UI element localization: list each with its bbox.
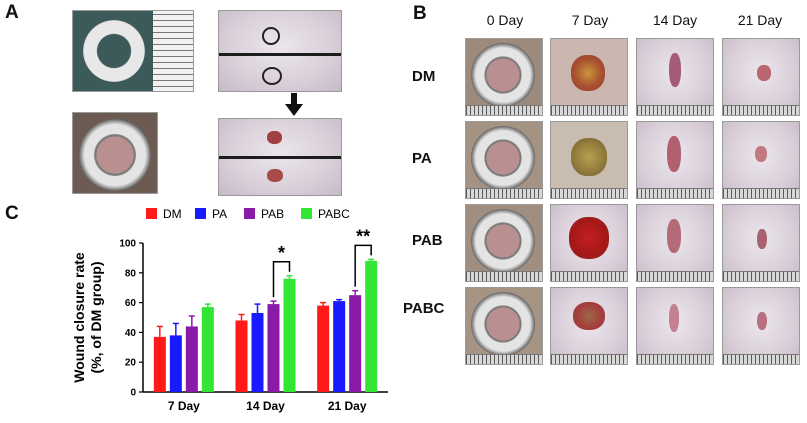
wound (267, 131, 282, 144)
x-tick-label: 21 Day (328, 399, 367, 413)
wound-mark-circle (262, 27, 280, 45)
bar-pab-7day (185, 326, 198, 392)
photo-rat-back-wounds (218, 118, 342, 196)
photo-rat-back-marked (218, 10, 342, 92)
panel-label-a: A (5, 2, 19, 23)
wound-photo-pa-0day (465, 121, 543, 199)
wound-photo-pabc-14day (636, 287, 714, 365)
wound-mark-circle (262, 67, 282, 85)
panel-label-c: C (5, 203, 19, 224)
wound-photo-dm-0day (465, 38, 543, 116)
legend-label-pab: PAB (261, 207, 284, 221)
y-tick-label: 100 (119, 239, 136, 250)
splint-ring (79, 119, 151, 191)
wound-photo-pa-14day (636, 121, 714, 199)
wound-photo-dm-7day (550, 38, 628, 116)
legend-label-pa: PA (212, 207, 227, 221)
wound-photo-pabc-7day (550, 287, 628, 365)
legend-swatch-pa (195, 208, 206, 219)
wound-photo-pa-7day (550, 121, 628, 199)
significance-bracket (272, 261, 291, 298)
bar-dm-14day (235, 320, 248, 392)
bar-pabc-14day (283, 278, 296, 392)
bar-pa-7day (169, 335, 182, 392)
y-tick-label: 0 (130, 388, 136, 399)
bar-pab-21day (349, 295, 362, 392)
bar-pa-14day (251, 313, 264, 392)
legend-swatch-pab (244, 208, 255, 219)
panel-label-b: B (413, 3, 427, 24)
photo-ring-sutured (72, 112, 158, 194)
suture-line (219, 156, 341, 159)
wound-photo-pabc-21day (722, 287, 800, 365)
wound-photo-dm-14day (636, 38, 714, 116)
ruler-photo (153, 11, 193, 91)
legend-label-pabc: PABC (318, 207, 350, 221)
column-label: 0 Day (486, 12, 524, 28)
column-label: 14 Day (652, 12, 698, 28)
row-label: PAB (412, 232, 443, 249)
photo-ring-with-ruler (72, 10, 194, 92)
x-tick-label: 7 Day (168, 399, 200, 413)
bar-pab-14day (267, 304, 280, 392)
row-label: PA (412, 150, 432, 167)
y-tick-label: 40 (125, 328, 137, 339)
bar-pa-21day (333, 301, 346, 392)
row-label: PABC (403, 300, 445, 317)
bar-dm-7day (153, 336, 166, 392)
suture-line (219, 53, 341, 56)
x-tick-label: 14 Day (246, 399, 285, 413)
bar-pabc-7day (201, 307, 214, 392)
wound (267, 169, 283, 182)
legend-swatch-pabc (301, 208, 312, 219)
wound-photo-pab-14day (636, 204, 714, 282)
wound-photo-pabc-0day (465, 287, 543, 365)
silicone-ring-photo (83, 20, 145, 82)
y-axis-label: Wound closure rate(%, of DM group) (71, 252, 104, 383)
bar-dm-21day (317, 305, 330, 392)
wound-photo-pa-21day (722, 121, 800, 199)
wound-photo-pab-7day (550, 204, 628, 282)
arrow-down-icon (285, 93, 303, 116)
significance-marker: * (278, 243, 285, 263)
row-label: DM (412, 68, 436, 85)
bar-pabc-21day (365, 260, 378, 392)
y-tick-label: 20 (125, 358, 137, 369)
legend-label-dm: DM (163, 207, 182, 221)
wound-photo-pab-21day (722, 204, 800, 282)
wound-photo-pab-0day (465, 204, 543, 282)
y-tick-label: 60 (125, 298, 137, 309)
wound-photo-dm-21day (722, 38, 800, 116)
significance-marker: ** (356, 226, 370, 246)
column-label: 21 Day (737, 12, 783, 28)
column-label: 7 Day (571, 12, 609, 28)
wound-closure-bar-chart: 0 20 40 60 80 100 Wound closure rate(%, of DM … (71, 207, 388, 413)
significance-bracket (354, 244, 372, 287)
legend-swatch-dm (146, 208, 157, 219)
y-tick-label: 80 (125, 268, 137, 279)
